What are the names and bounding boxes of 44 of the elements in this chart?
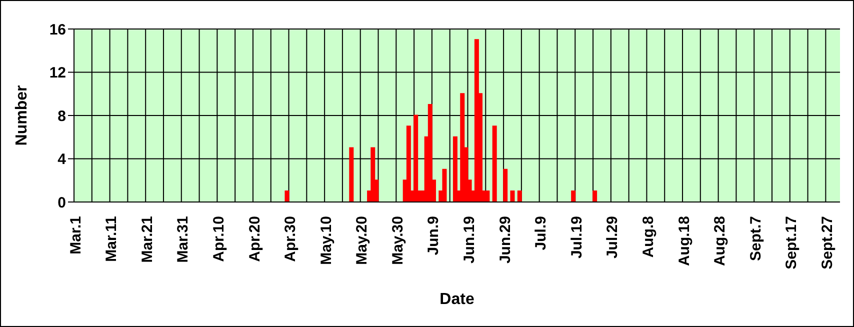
bar: [485, 190, 490, 202]
bar: [503, 168, 508, 202]
x-tick-label: May.20: [354, 216, 371, 265]
y-tick-label: 4: [58, 151, 67, 168]
x-tick-label: Jun.9: [425, 216, 442, 256]
bar: [284, 190, 290, 202]
x-tick-label: Sept.17: [783, 216, 800, 270]
x-tick-label: Aug.18: [676, 216, 693, 266]
bar: [517, 190, 522, 202]
x-tick-label: Apr.10: [210, 216, 228, 262]
x-tick-label: Apr.30: [282, 216, 300, 262]
x-tick-label: Jun.29: [496, 216, 514, 264]
y-tick-label: 8: [58, 108, 66, 125]
x-tick-label: May.10: [318, 216, 335, 265]
x-tick-label: Jul.29: [604, 216, 622, 259]
bar: [492, 126, 497, 202]
bar: [592, 190, 598, 202]
y-tick-label: 16: [49, 21, 66, 38]
x-tick-label: Jul.19: [568, 216, 586, 259]
bar: [349, 147, 354, 202]
bar: [571, 190, 576, 202]
bar: [442, 168, 447, 202]
bar: [414, 114, 418, 202]
bar: [370, 147, 376, 202]
x-tick-label: Jun.19: [461, 216, 478, 264]
bar: [428, 104, 432, 202]
bar: [452, 136, 458, 202]
x-tick-label: Mar.1: [67, 216, 84, 254]
x-tick-label: Mar.11: [103, 216, 120, 262]
x-tick-label: Apr.20: [246, 216, 264, 262]
y-axis-title: Number: [14, 85, 31, 146]
bar: [510, 190, 515, 202]
x-tick-label: Sept.7: [747, 216, 764, 262]
x-tick-label: Aug.28: [712, 216, 729, 266]
x-tick-label: Mar.21: [138, 216, 156, 263]
x-tick-label: May.30: [389, 216, 406, 265]
y-tick-label: 0: [58, 194, 66, 212]
y-tick-label: 12: [49, 64, 66, 82]
x-tick-label: Jul.9: [532, 216, 550, 250]
x-axis-title: Date: [440, 291, 474, 308]
bar: [406, 126, 411, 202]
x-tick-label: Aug.8: [640, 216, 657, 258]
x-tick-label: Mar.31: [174, 216, 192, 263]
x-tick-label: Sept.27: [818, 216, 836, 270]
